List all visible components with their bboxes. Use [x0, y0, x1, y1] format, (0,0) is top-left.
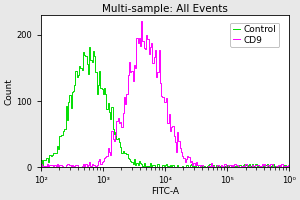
- Control: [88, 46, 92, 48]
- Legend: Control, CD9: Control, CD9: [230, 23, 279, 47]
- Control: [268, 166, 272, 168]
- Control: [253, 166, 256, 169]
- Control: [40, 159, 43, 161]
- CD9: [140, 19, 144, 22]
- CD9: [277, 164, 280, 166]
- CD9: [40, 163, 43, 166]
- Line: CD9: CD9: [41, 21, 288, 167]
- Line: Control: Control: [41, 47, 288, 167]
- Control: [106, 102, 110, 105]
- CD9: [238, 166, 242, 169]
- Control: [286, 166, 290, 168]
- Control: [50, 155, 53, 157]
- Control: [54, 152, 58, 154]
- CD9: [105, 154, 109, 157]
- Control: [85, 63, 89, 65]
- CD9: [85, 166, 89, 168]
- CD9: [286, 164, 290, 167]
- CD9: [268, 166, 272, 168]
- Y-axis label: Count: Count: [4, 78, 13, 105]
- CD9: [54, 166, 58, 168]
- CD9: [50, 163, 53, 166]
- X-axis label: FITC-A: FITC-A: [151, 187, 179, 196]
- Control: [277, 166, 280, 168]
- Title: Multi-sample: All Events: Multi-sample: All Events: [102, 4, 228, 14]
